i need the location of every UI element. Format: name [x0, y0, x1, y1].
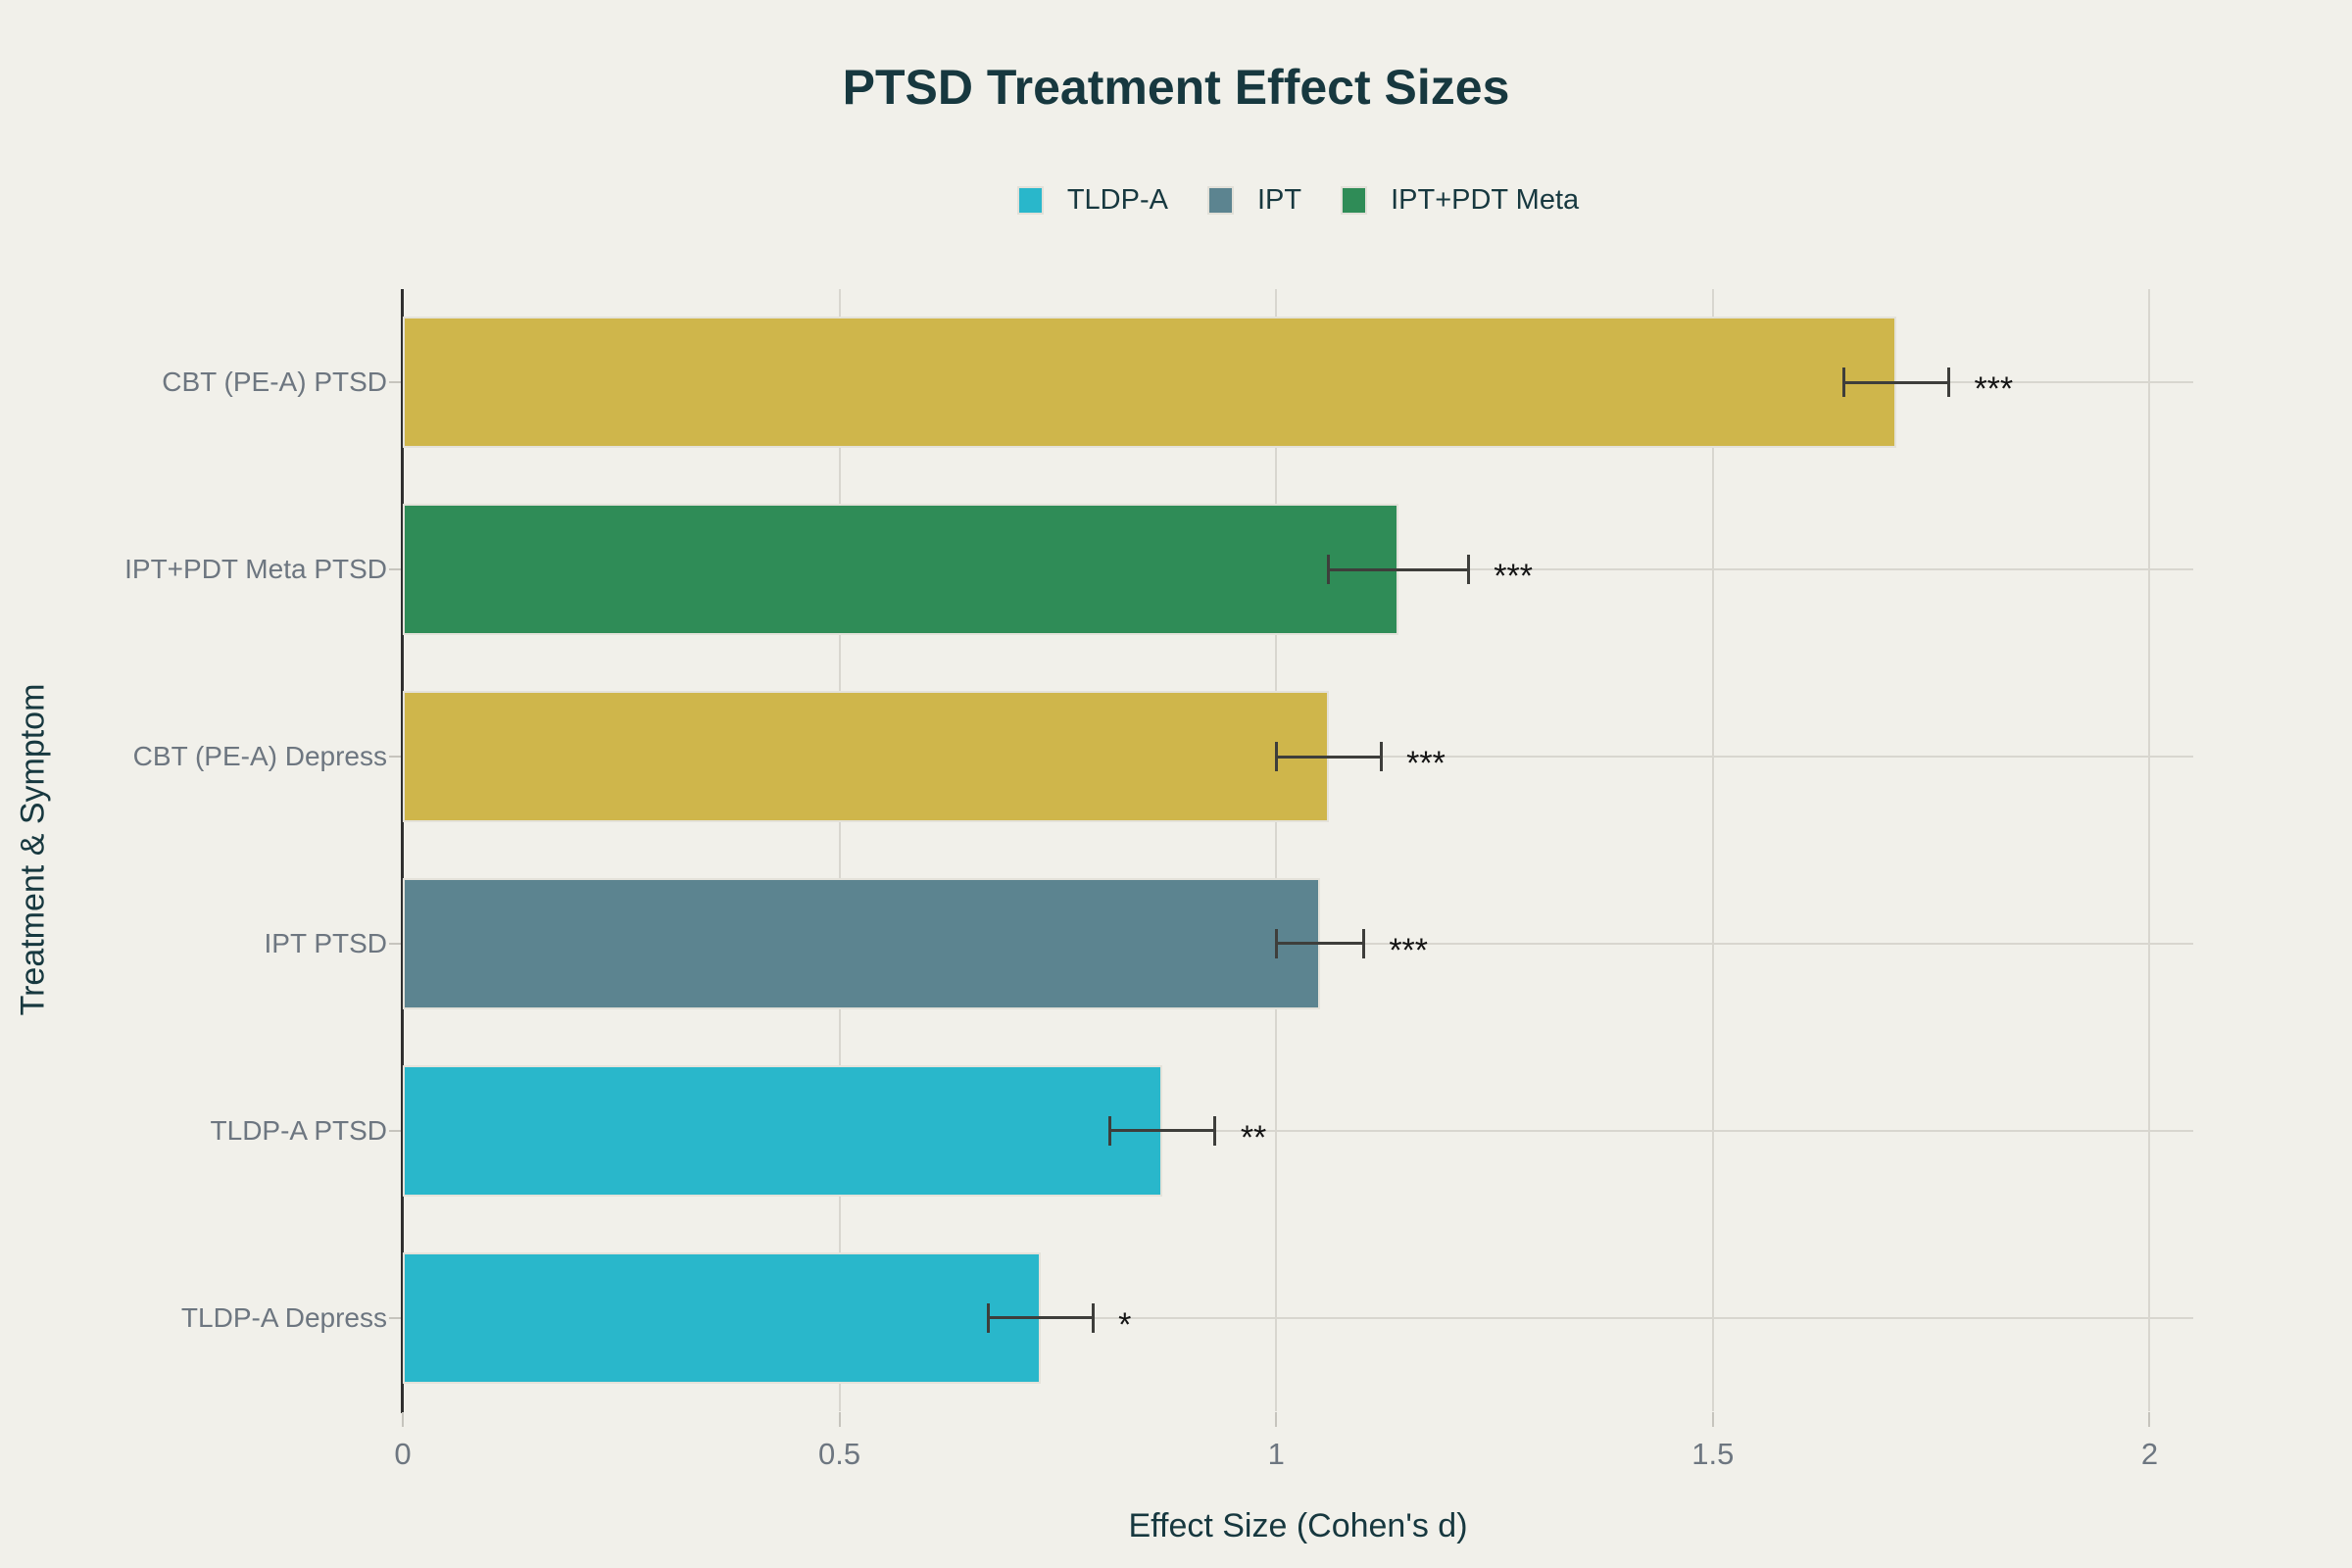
y-axis-line — [401, 289, 404, 1413]
bar[interactable] — [403, 504, 1398, 636]
x-tick-label: 2 — [2140, 1437, 2159, 1471]
legend-swatch-icon — [1341, 186, 1368, 215]
legend-swatch-icon — [1206, 186, 1234, 215]
category-tick — [389, 381, 401, 384]
category-label: CBT (PE-A) Depress — [132, 741, 387, 772]
error-bar-cap — [1108, 1115, 1112, 1146]
plot-area: *** *** *** *** ** * — [403, 289, 2193, 1411]
category-label: TLDP-A PTSD — [210, 1114, 387, 1146]
bar[interactable] — [403, 317, 1896, 449]
error-bar — [1328, 567, 1469, 571]
error-bar-cap — [1091, 1302, 1095, 1333]
error-bar — [1276, 755, 1382, 759]
x-tick — [1275, 1412, 1278, 1427]
error-bar-cap — [1213, 1115, 1217, 1146]
x-tick-label: 0.5 — [818, 1437, 861, 1471]
category-tick — [389, 942, 401, 945]
gridline-vertical — [1275, 289, 1278, 1411]
gridline-horizontal — [403, 1316, 2193, 1319]
gridline-vertical — [1711, 289, 1714, 1411]
error-bar — [1109, 1129, 1215, 1133]
significance-annotation: * — [1118, 1305, 1132, 1344]
error-bar-cap — [1361, 928, 1365, 958]
y-axis-title: Treatment & Symptom — [14, 683, 52, 1016]
gridline-horizontal — [403, 1129, 2193, 1132]
error-bar-cap — [986, 1302, 990, 1333]
category-tick — [389, 756, 401, 759]
significance-annotation: *** — [1389, 931, 1429, 969]
significance-annotation: *** — [1406, 745, 1446, 783]
x-tick-label: 1 — [1267, 1437, 1285, 1471]
legend-item-ipt[interactable]: IPT — [1206, 184, 1302, 217]
category-label: TLDP-A Depress — [180, 1301, 387, 1333]
error-bar-cap — [1946, 368, 1950, 398]
category-tick — [389, 1316, 401, 1319]
x-tick — [1711, 1412, 1714, 1427]
category-label: CBT (PE-A) PTSD — [162, 367, 387, 398]
x-tick — [838, 1412, 841, 1427]
error-bar — [1276, 942, 1364, 946]
category-label: IPT PTSD — [264, 927, 387, 958]
error-bar-cap — [1274, 742, 1278, 772]
significance-annotation: ** — [1240, 1118, 1267, 1156]
legend-item-tldp-a[interactable]: TLDP-A — [1016, 184, 1168, 217]
category-tick — [389, 1129, 401, 1132]
legend-label: IPT+PDT Meta — [1391, 184, 1580, 216]
x-tick — [2148, 1412, 2151, 1427]
x-axis-title: Effect Size (Cohen's d) — [1128, 1507, 1468, 1544]
legend-label: TLDP-A — [1066, 184, 1168, 216]
bar[interactable] — [403, 1064, 1163, 1197]
legend-item-ipt-pdt-meta[interactable]: IPT+PDT Meta — [1341, 184, 1579, 217]
category-tick — [389, 568, 401, 571]
legend-label: IPT — [1256, 184, 1302, 216]
error-bar-cap — [1274, 928, 1278, 958]
error-bar — [988, 1316, 1094, 1320]
bar[interactable] — [403, 691, 1329, 823]
bar[interactable] — [403, 1251, 1041, 1384]
significance-annotation: *** — [1974, 370, 2014, 409]
chart-title: PTSD Treatment Effect Sizes — [842, 60, 1510, 115]
x-tick-label: 0 — [394, 1437, 412, 1471]
significance-annotation: *** — [1494, 558, 1533, 596]
category-label: IPT+PDT Meta PTSD — [124, 554, 387, 585]
x-tick — [402, 1412, 404, 1427]
gridline-vertical — [2148, 289, 2151, 1411]
error-bar — [1843, 380, 1949, 384]
error-bar-cap — [1379, 742, 1383, 772]
error-bar-cap — [1842, 368, 1845, 398]
legend: TLDP-A IPT IPT+PDT Meta — [403, 184, 2193, 217]
error-bar-cap — [1466, 555, 1470, 585]
gridline-vertical — [838, 289, 841, 1411]
legend-swatch-icon — [1016, 186, 1044, 215]
x-tick-label: 1.5 — [1691, 1437, 1735, 1471]
error-bar-cap — [1327, 555, 1331, 585]
bar[interactable] — [403, 877, 1320, 1009]
